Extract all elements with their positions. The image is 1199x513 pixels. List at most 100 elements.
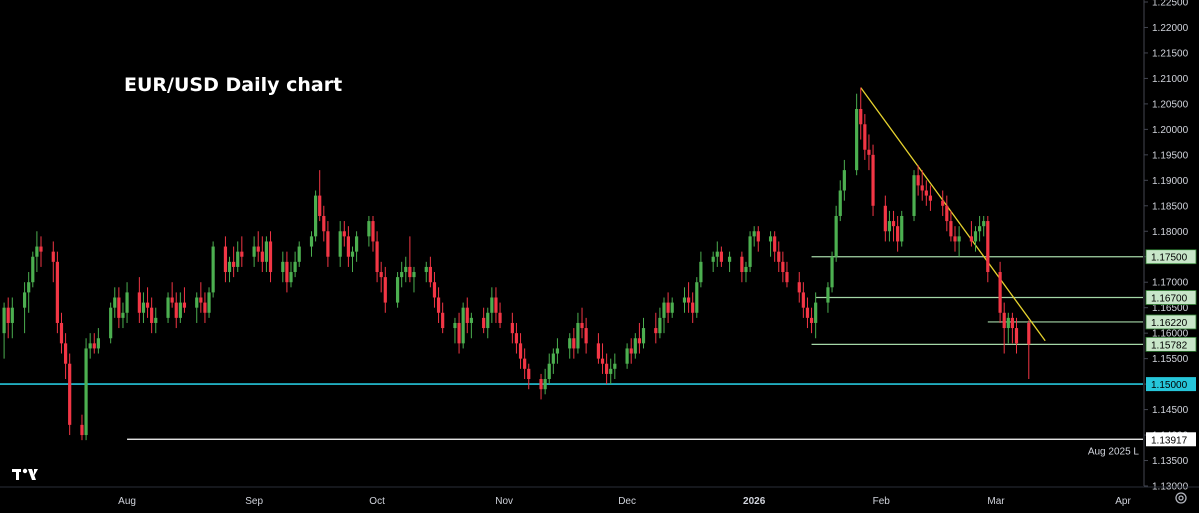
- candle-body: [551, 353, 555, 364]
- trendline-group: [860, 87, 1046, 342]
- candle-body: [867, 149, 871, 155]
- candle-body: [797, 282, 801, 293]
- candle: [576, 312, 580, 354]
- candle: [891, 210, 896, 242]
- level-label-text: 1.16700: [1151, 293, 1188, 304]
- candle-body: [84, 348, 88, 436]
- candle-body: [666, 302, 670, 313]
- candle-body: [916, 175, 920, 186]
- level-lines: [0, 256, 1143, 440]
- candle-body: [773, 236, 777, 252]
- level-label-4: 1.15782: [1145, 336, 1197, 352]
- candle-body: [68, 363, 72, 425]
- chart-title: EUR/USD Daily chart: [124, 74, 343, 96]
- candle-body: [686, 297, 691, 303]
- candle-body: [682, 297, 687, 303]
- candle-body: [658, 317, 662, 334]
- candle-body: [441, 312, 445, 329]
- candle: [432, 272, 437, 308]
- candle-body: [236, 251, 240, 267]
- candle: [883, 195, 887, 242]
- candle-body: [863, 124, 867, 150]
- candle-body: [715, 251, 719, 257]
- candle: [510, 312, 514, 344]
- candle: [1006, 312, 1010, 344]
- candle: [96, 328, 100, 354]
- tradingview-logo-icon[interactable]: [12, 466, 38, 482]
- candle-body: [547, 363, 551, 380]
- level-label-text: 1.13917: [1151, 435, 1188, 446]
- candle-body: [576, 322, 580, 349]
- candle: [240, 236, 244, 267]
- candle: [748, 231, 752, 273]
- candle-body: [117, 297, 121, 318]
- candle: [514, 322, 519, 354]
- candle: [383, 266, 387, 313]
- candle-body: [920, 185, 924, 191]
- candle: [68, 353, 72, 436]
- candle-body: [174, 302, 178, 318]
- candle-body: [490, 297, 494, 313]
- candle: [260, 236, 264, 273]
- candle-body: [289, 272, 293, 283]
- candle: [166, 292, 170, 323]
- candle-body: [941, 200, 945, 206]
- candle-body: [978, 226, 982, 232]
- candle-body: [346, 236, 350, 257]
- candle-body: [195, 297, 199, 308]
- candle-body: [408, 266, 412, 278]
- price-tick-label: 1.14500: [1152, 405, 1189, 416]
- candle: [314, 190, 318, 242]
- candle-body: [654, 328, 658, 334]
- price-tick-label: 1.18500: [1152, 201, 1189, 212]
- candle-body: [252, 246, 256, 257]
- candle: [830, 251, 834, 293]
- candle: [428, 256, 432, 288]
- candle-body: [404, 266, 408, 273]
- trendline: [860, 87, 1046, 342]
- level-label-bg: [1145, 290, 1197, 305]
- price-tick-label: 1.16500: [1152, 303, 1189, 314]
- candle-body: [223, 246, 228, 273]
- candle: [486, 307, 490, 339]
- settings-gear-icon[interactable]: [1174, 491, 1188, 505]
- level-label-1: 1.17500: [1145, 249, 1197, 265]
- candle-body: [1010, 317, 1014, 329]
- candle: [871, 144, 875, 216]
- candle: [547, 353, 551, 385]
- candle: [424, 261, 428, 283]
- candle-body: [662, 302, 666, 318]
- level-label-3: 1.16220: [1145, 314, 1197, 330]
- level-label-text: 1.15000: [1151, 380, 1188, 391]
- candle-body: [785, 272, 789, 283]
- candle: [395, 272, 400, 308]
- level-note: Aug 2025 L: [1088, 446, 1140, 457]
- candle-body: [39, 246, 43, 252]
- candle-body: [527, 368, 531, 380]
- candle: [51, 241, 55, 283]
- candle: [744, 261, 748, 283]
- candle: [953, 226, 957, 252]
- candle: [117, 287, 121, 329]
- candle-body: [141, 302, 146, 313]
- month-label: Dec: [618, 496, 636, 507]
- candle: [1014, 317, 1019, 354]
- candle-body: [383, 277, 387, 303]
- candle: [281, 251, 285, 283]
- price-tick-label: 1.22500: [1152, 0, 1189, 9]
- candle-body: [6, 307, 10, 323]
- candle-body: [154, 317, 158, 323]
- candle: [182, 287, 187, 313]
- candle: [719, 246, 723, 267]
- candle-body: [314, 195, 318, 237]
- candle-body: [35, 246, 39, 257]
- candle-body: [109, 307, 113, 339]
- candle-body: [998, 272, 1002, 313]
- candle-body: [268, 241, 273, 273]
- candle: [379, 261, 383, 293]
- candle: [22, 282, 27, 334]
- candle: [715, 241, 719, 267]
- candle-body: [432, 282, 437, 298]
- time-axis[interactable]: Aug Sep Oct Nov Dec 2026 Feb Mar Apr: [0, 486, 1199, 513]
